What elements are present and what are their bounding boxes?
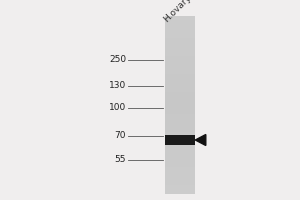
Text: 130: 130 (109, 81, 126, 90)
Bar (165, 38, 195, 43)
Bar (165, 56, 195, 60)
Bar (165, 109, 195, 114)
Bar (165, 78, 195, 83)
Text: 250: 250 (109, 55, 126, 64)
Bar (165, 87, 195, 92)
Bar (165, 132, 195, 136)
Text: 100: 100 (109, 104, 126, 112)
Bar (165, 163, 195, 167)
Bar (165, 114, 195, 118)
Bar (165, 16, 195, 20)
Bar (165, 154, 195, 158)
Bar (165, 135, 195, 145)
Bar (165, 123, 195, 127)
Bar (165, 149, 195, 154)
Bar (165, 96, 195, 101)
Bar (165, 83, 195, 87)
Bar (165, 20, 195, 25)
Bar (165, 176, 195, 181)
Text: H.ovary: H.ovary (161, 0, 192, 24)
Bar (165, 60, 195, 65)
Bar (165, 118, 195, 123)
Bar (165, 34, 195, 38)
Bar (165, 92, 195, 96)
Bar (165, 47, 195, 52)
Bar (165, 43, 195, 47)
Bar (165, 167, 195, 172)
Bar (165, 190, 195, 194)
Bar (165, 52, 195, 56)
Bar (165, 29, 195, 34)
Bar (165, 185, 195, 190)
Bar (165, 158, 195, 163)
Bar (165, 25, 195, 29)
Bar (165, 74, 195, 78)
Bar (165, 65, 195, 69)
Text: 70: 70 (115, 132, 126, 140)
Bar (165, 101, 195, 105)
Bar (165, 141, 195, 145)
Polygon shape (195, 134, 206, 146)
Text: 55: 55 (115, 156, 126, 164)
Bar (165, 181, 195, 185)
Bar (165, 105, 195, 109)
Bar (165, 136, 195, 141)
Bar (165, 127, 195, 132)
Bar (165, 69, 195, 74)
Bar (165, 145, 195, 149)
Bar (165, 172, 195, 176)
